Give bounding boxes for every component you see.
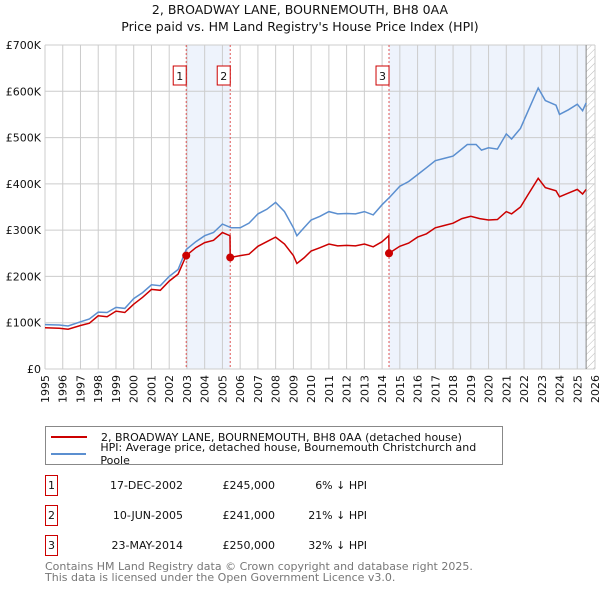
sale-label: 1 bbox=[176, 70, 183, 83]
sale-hpi-diff: 32% ↓ HPI bbox=[308, 539, 367, 552]
x-tick-label: 1995 bbox=[39, 375, 52, 403]
y-tick-label: £600K bbox=[6, 85, 42, 98]
x-tick-label: 1998 bbox=[92, 375, 105, 403]
sale-date: 10-JUN-2005 bbox=[112, 509, 183, 522]
y-tick-label: £300K bbox=[6, 224, 42, 237]
legend: 2, BROADWAY LANE, BOURNEMOUTH, BH8 0AA (… bbox=[45, 426, 503, 467]
x-tick-label: 2006 bbox=[234, 375, 247, 403]
x-tick-label: 1996 bbox=[57, 375, 70, 403]
series-line bbox=[44, 176, 587, 330]
x-tick-label: 2020 bbox=[483, 375, 496, 403]
footer-licence: This data is licensed under the Open Gov… bbox=[45, 571, 396, 584]
sale-number: 2 bbox=[45, 505, 58, 526]
x-tick-label: 2001 bbox=[145, 375, 158, 403]
x-tick-label: 2016 bbox=[412, 375, 425, 403]
y-tick-label: £700K bbox=[6, 39, 42, 52]
sale-number: 3 bbox=[45, 535, 58, 556]
sale-date: 23-MAY-2014 bbox=[111, 539, 183, 552]
sale-point bbox=[182, 251, 191, 260]
legend-label: HPI: Average price, detached house, Bour… bbox=[100, 441, 477, 467]
sale-label: 2 bbox=[220, 70, 227, 83]
sale-price: £245,000 bbox=[222, 479, 276, 492]
x-tick-label: 2015 bbox=[394, 375, 407, 403]
sale-point bbox=[385, 249, 394, 258]
sale-date: 17-DEC-2002 bbox=[109, 479, 183, 492]
x-tick-label: 2017 bbox=[429, 375, 442, 403]
y-tick-label: £400K bbox=[6, 178, 42, 191]
sale-point bbox=[226, 253, 235, 262]
x-tick-label: 2026 bbox=[589, 375, 600, 403]
price-chart: 2, BROADWAY LANE, BOURNEMOUTH, BH8 0AA P… bbox=[6, 2, 600, 403]
x-tick-label: 2002 bbox=[163, 375, 176, 403]
x-tick-label: 2007 bbox=[252, 375, 265, 403]
forecast-hatch bbox=[586, 45, 595, 369]
y-tick-label: £500K bbox=[6, 132, 42, 145]
legend-item-hpi: HPI: Average price, detached house, Bour… bbox=[46, 441, 502, 467]
footer: Contains HM Land Registry data © Crown c… bbox=[45, 561, 473, 583]
x-tick-label: 1999 bbox=[110, 375, 123, 403]
chart-subtitle: Price paid vs. HM Land Registry's House … bbox=[121, 19, 478, 34]
sale-label: 3 bbox=[379, 70, 386, 83]
x-tick-label: 2021 bbox=[500, 375, 513, 403]
sale-hpi-diff: 6% ↓ HPI bbox=[315, 479, 367, 492]
x-tick-label: 2012 bbox=[341, 375, 354, 403]
sale-label-box bbox=[375, 65, 390, 86]
x-tick-label: 2022 bbox=[518, 375, 531, 403]
sale-label-box bbox=[216, 65, 231, 86]
sale-number: 1 bbox=[45, 475, 58, 496]
legend-item-property: 2, BROADWAY LANE, BOURNEMOUTH, BH8 0AA (… bbox=[46, 428, 462, 446]
sale-price: £250,000 bbox=[222, 539, 276, 552]
x-tick-label: 2024 bbox=[554, 375, 567, 403]
sale-price: £241,000 bbox=[222, 509, 276, 522]
x-tick-label: 2010 bbox=[305, 375, 318, 403]
x-tick-label: 2009 bbox=[287, 375, 300, 403]
y-tick-label: £200K bbox=[6, 270, 42, 283]
x-tick-label: 2003 bbox=[181, 375, 194, 403]
x-tick-label: 2004 bbox=[199, 375, 212, 403]
y-tick-label: £0 bbox=[27, 363, 41, 376]
x-tick-label: 2008 bbox=[270, 375, 283, 403]
x-tick-label: 2025 bbox=[571, 375, 584, 403]
x-tick-label: 2018 bbox=[447, 375, 460, 403]
x-tick-label: 2011 bbox=[323, 375, 336, 403]
x-tick-label: 2023 bbox=[536, 375, 549, 403]
series-line bbox=[44, 86, 587, 327]
legend-label: 2, BROADWAY LANE, BOURNEMOUTH, BH8 0AA (… bbox=[101, 430, 462, 444]
legend-swatch-red bbox=[51, 436, 87, 438]
shaded-period bbox=[186, 45, 231, 369]
legend-swatch-blue bbox=[51, 453, 87, 455]
footer-copyright: Contains HM Land Registry data © Crown c… bbox=[45, 560, 473, 573]
x-tick-label: 2013 bbox=[358, 375, 371, 403]
x-tick-label: 2014 bbox=[376, 375, 389, 403]
x-tick-label: 2005 bbox=[216, 375, 229, 403]
sale-hpi-diff: 21% ↓ HPI bbox=[308, 509, 367, 522]
shaded-period bbox=[389, 45, 587, 369]
x-tick-label: 2000 bbox=[128, 375, 141, 403]
sale-label-box bbox=[172, 65, 187, 86]
chart-title: 2, BROADWAY LANE, BOURNEMOUTH, BH8 0AA bbox=[152, 2, 449, 17]
x-tick-label: 2019 bbox=[465, 375, 478, 403]
y-tick-label: £100K bbox=[6, 317, 42, 330]
x-tick-label: 1997 bbox=[74, 375, 87, 403]
